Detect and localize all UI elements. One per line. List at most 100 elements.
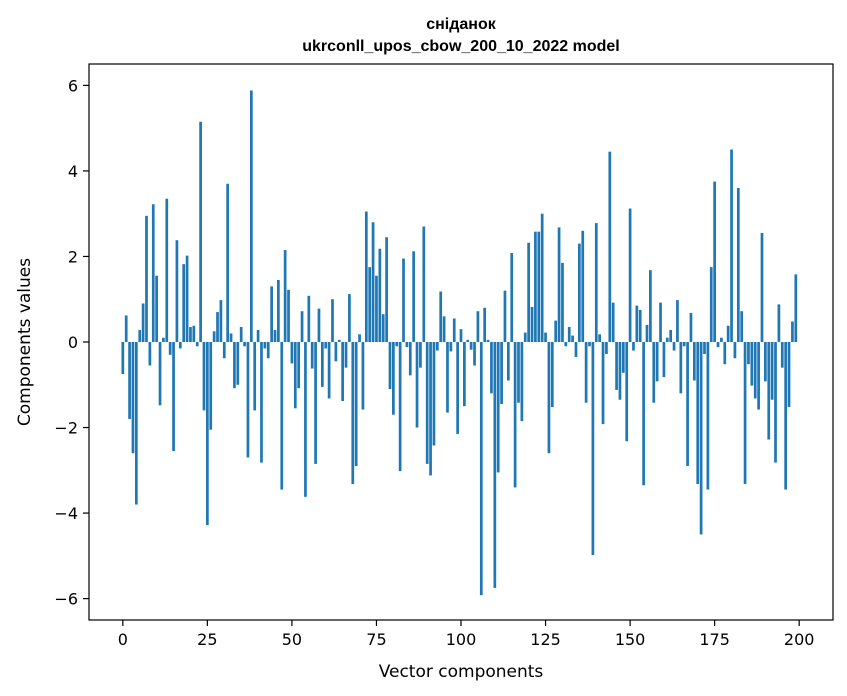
bar-93 [435,342,439,351]
bar-76 [378,248,382,342]
bar-33 [233,342,236,389]
bar-74 [371,222,375,342]
bar-156 [649,270,652,342]
bar-32 [229,333,233,342]
bar-5 [138,330,142,342]
bar-130 [561,262,564,342]
chart-subtitle: ukrconll_upos_cbow_200_10_2022 model [302,38,619,55]
bar-142 [601,342,605,425]
bar-68 [351,342,355,484]
bar-87 [415,342,419,428]
bar-4 [134,342,138,505]
bar-178 [723,342,727,365]
bar-152 [635,305,639,342]
bar-86 [412,251,416,342]
y-axis-label: Components values [15,258,35,426]
bar-65 [341,342,344,402]
bar-60 [324,342,328,349]
bar-112 [500,342,503,405]
x-tick-label: 25 [197,630,217,649]
bar-185 [747,342,750,365]
bar-176 [716,342,720,348]
bar-131 [564,342,568,347]
bar-169 [692,342,696,381]
bar-13 [165,198,169,342]
bar-61 [327,342,331,399]
bar-128 [554,320,558,342]
bar-100 [459,329,463,342]
bar-46 [277,279,280,342]
bar-180 [730,149,733,342]
x-tick-label: 0 [118,630,128,649]
bar-73 [368,267,372,342]
bar-186 [750,342,754,386]
bar-89 [422,226,426,342]
bar-9 [151,204,155,342]
bar-52 [297,342,301,389]
bar-12 [162,337,165,342]
bar-31 [226,183,230,342]
bar-135 [578,243,581,342]
bar-140 [594,223,598,342]
bar-94 [439,291,443,342]
bar-102 [466,339,470,342]
bar-97 [449,342,453,352]
bar-105 [476,311,480,342]
bar-104 [473,342,476,366]
bar-92 [432,342,436,446]
bar-40 [256,330,260,342]
bar-24 [202,342,206,411]
bar-64 [337,339,341,342]
bar-177 [720,337,723,342]
bar-22 [195,342,199,347]
bar-7 [145,215,148,342]
bar-117 [517,342,520,403]
bar-170 [696,342,700,484]
bar-19 [185,255,189,342]
bar-20 [189,327,192,342]
bar-148 [621,342,625,373]
y-tick-label: 4 [68,162,78,181]
bar-36 [243,342,246,347]
bar-173 [706,342,710,490]
bar-129 [557,227,561,342]
bar-53 [300,311,304,342]
bar-106 [479,342,483,596]
bar-160 [662,342,666,378]
bar-163 [672,342,676,351]
bar-88 [419,342,422,368]
bar-30 [222,342,226,359]
bar-147 [618,342,622,400]
bar-193 [774,342,777,463]
bar-144 [608,151,612,342]
bar-127 [550,342,554,408]
bar-191 [767,342,771,440]
bar-96 [446,342,449,413]
bar-2 [128,342,131,419]
y-axis-ticks: −6 −4 −2 0 2 4 6 [54,76,89,609]
bar-146 [615,342,618,390]
bar-8 [148,342,152,366]
bar-63 [334,342,338,362]
x-tick-label: 200 [784,630,815,649]
bar-37 [246,342,250,458]
bar-161 [665,337,669,342]
bar-187 [753,342,757,399]
bar-181 [733,342,737,359]
bar-107 [483,307,487,342]
bar-66 [344,342,348,368]
bar-108 [486,339,490,342]
bar-21 [192,325,196,342]
chart-title: сніданок [426,16,497,33]
bar-75 [375,275,378,342]
y-tick-label: 6 [68,76,78,95]
bar-136 [581,230,585,342]
y-tick-label: 0 [68,333,78,352]
plot-frame [88,63,834,621]
bar-81 [395,342,399,347]
bar-71 [361,342,365,410]
bar-141 [598,334,602,342]
bar-38 [249,90,253,343]
bar-125 [544,332,547,342]
bar-101 [463,342,466,407]
